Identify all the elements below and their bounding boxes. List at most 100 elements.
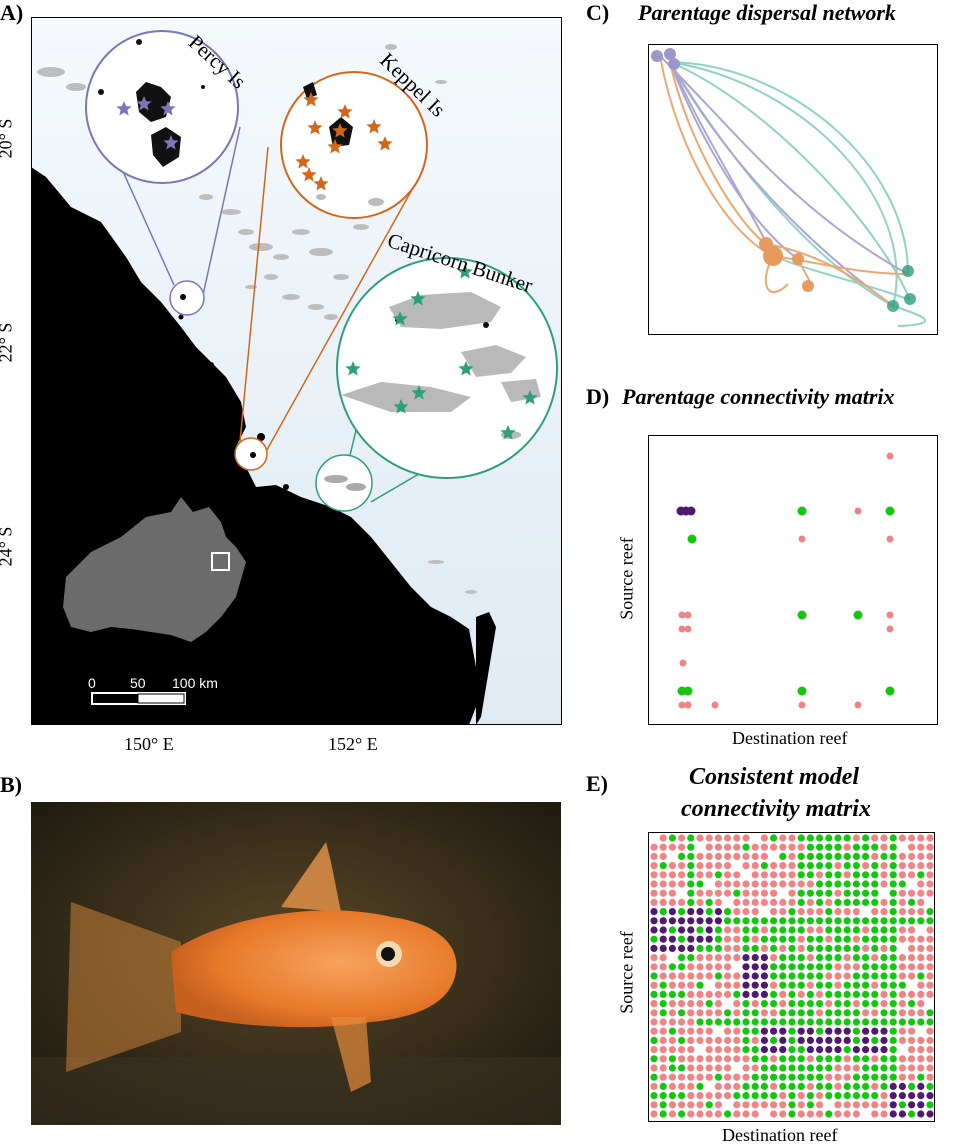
model-point-pink <box>898 871 906 879</box>
network-nodes <box>651 48 916 312</box>
model-point-pink <box>714 1064 722 1072</box>
model-point-pink <box>917 1000 925 1008</box>
model-point-green <box>806 834 814 842</box>
model-point-purple <box>908 1101 916 1109</box>
model-point-pink <box>816 908 824 916</box>
percy-edges <box>659 55 909 307</box>
model-point-pink <box>687 1036 695 1044</box>
parentage-point-pink <box>678 701 686 709</box>
model-point-pink <box>908 1055 916 1063</box>
model-point-pink <box>770 981 778 989</box>
model-point-pink <box>724 843 732 851</box>
model-point-green <box>733 917 741 925</box>
model-point-green <box>816 1018 824 1026</box>
model-point-pink <box>843 1110 851 1118</box>
model-point-green <box>917 1018 925 1026</box>
model-point-pink <box>696 852 704 860</box>
model-point-green <box>650 1055 658 1063</box>
model-point-pink <box>926 1046 934 1054</box>
parentage-point-pink <box>854 701 862 709</box>
australia-outline <box>63 497 246 642</box>
model-point-green <box>889 926 897 934</box>
model-point-green <box>843 1082 851 1090</box>
model-point-green <box>779 954 787 962</box>
model-point-green <box>880 1018 888 1026</box>
model-point-pink <box>714 990 722 998</box>
model-point-pink <box>705 889 713 897</box>
model-point-green <box>825 852 833 860</box>
model-point-green <box>852 880 860 888</box>
model-point-pink <box>733 898 741 906</box>
model-point-green <box>751 1092 759 1100</box>
model-point-pink <box>871 852 879 860</box>
model-point-green <box>889 889 897 897</box>
model-point-pink <box>668 1110 676 1118</box>
model-point-green <box>834 944 842 952</box>
model-point-green <box>724 1018 732 1026</box>
model-point-pink <box>779 908 787 916</box>
fish-tail <box>66 902 181 1072</box>
model-point-pink <box>880 1110 888 1118</box>
model-point-pink <box>770 898 778 906</box>
model-point-green <box>742 1018 750 1026</box>
model-point-pink <box>650 898 658 906</box>
model-point-pink <box>733 926 741 934</box>
model-point-pink <box>788 871 796 879</box>
model-point-green <box>779 917 787 925</box>
model-point-pink <box>926 944 934 952</box>
model-point-pink <box>834 862 842 870</box>
model-point-green <box>862 898 870 906</box>
model-point-green <box>797 972 805 980</box>
model-point-green <box>862 871 870 879</box>
model-point-pink <box>687 1110 695 1118</box>
model-point-pink <box>733 1009 741 1017</box>
model-point-pink <box>724 1092 732 1100</box>
model-point-pink <box>908 871 916 879</box>
model-point-purple <box>751 990 759 998</box>
model-point-pink <box>816 1009 824 1017</box>
model-point-green <box>825 1082 833 1090</box>
model-point-pink <box>668 1036 676 1044</box>
model-point-purple <box>779 1046 787 1054</box>
model-point-green <box>760 1055 768 1063</box>
model-point-pink <box>687 1009 695 1017</box>
model-point-pink <box>724 935 732 943</box>
model-point-pink <box>926 1073 934 1081</box>
model-point-pink <box>898 1000 906 1008</box>
model-point-green <box>889 1018 897 1026</box>
model-point-green <box>806 1101 814 1109</box>
model-point-green <box>714 926 722 934</box>
model-point-pink <box>724 963 732 971</box>
model-point-pink <box>696 1073 704 1081</box>
model-point-pink <box>659 889 667 897</box>
model-point-pink <box>668 1101 676 1109</box>
model-point-pink <box>908 862 916 870</box>
model-point-green <box>797 1009 805 1017</box>
model-point-pink <box>724 1036 732 1044</box>
model-point-green <box>650 972 658 980</box>
fish-photo <box>31 802 561 1125</box>
model-point-green <box>862 963 870 971</box>
model-point-green <box>825 1092 833 1100</box>
model-point-green <box>687 862 695 870</box>
model-point-pink <box>705 1036 713 1044</box>
model-point-pink <box>880 871 888 879</box>
model-point-pink <box>917 1064 925 1072</box>
model-point-green <box>788 1000 796 1008</box>
model-point-green <box>742 917 750 925</box>
model-point-green <box>843 1000 851 1008</box>
model-point-pink <box>714 1009 722 1017</box>
panel-e-title-2: connectivity matrix <box>681 796 871 822</box>
model-point-pink <box>751 908 759 916</box>
model-point-green <box>687 834 695 842</box>
model-point-pink <box>659 1036 667 1044</box>
model-point-pink <box>834 908 842 916</box>
capricorn-site-star <box>457 264 473 279</box>
model-point-green <box>871 871 879 879</box>
fish-pelvic-fin <box>331 1017 371 1092</box>
model-point-pink <box>898 1055 906 1063</box>
model-point-green <box>816 935 824 943</box>
model-point-pink <box>650 1027 658 1035</box>
model-point-pink <box>696 1027 704 1035</box>
model-point-pink <box>898 1073 906 1081</box>
